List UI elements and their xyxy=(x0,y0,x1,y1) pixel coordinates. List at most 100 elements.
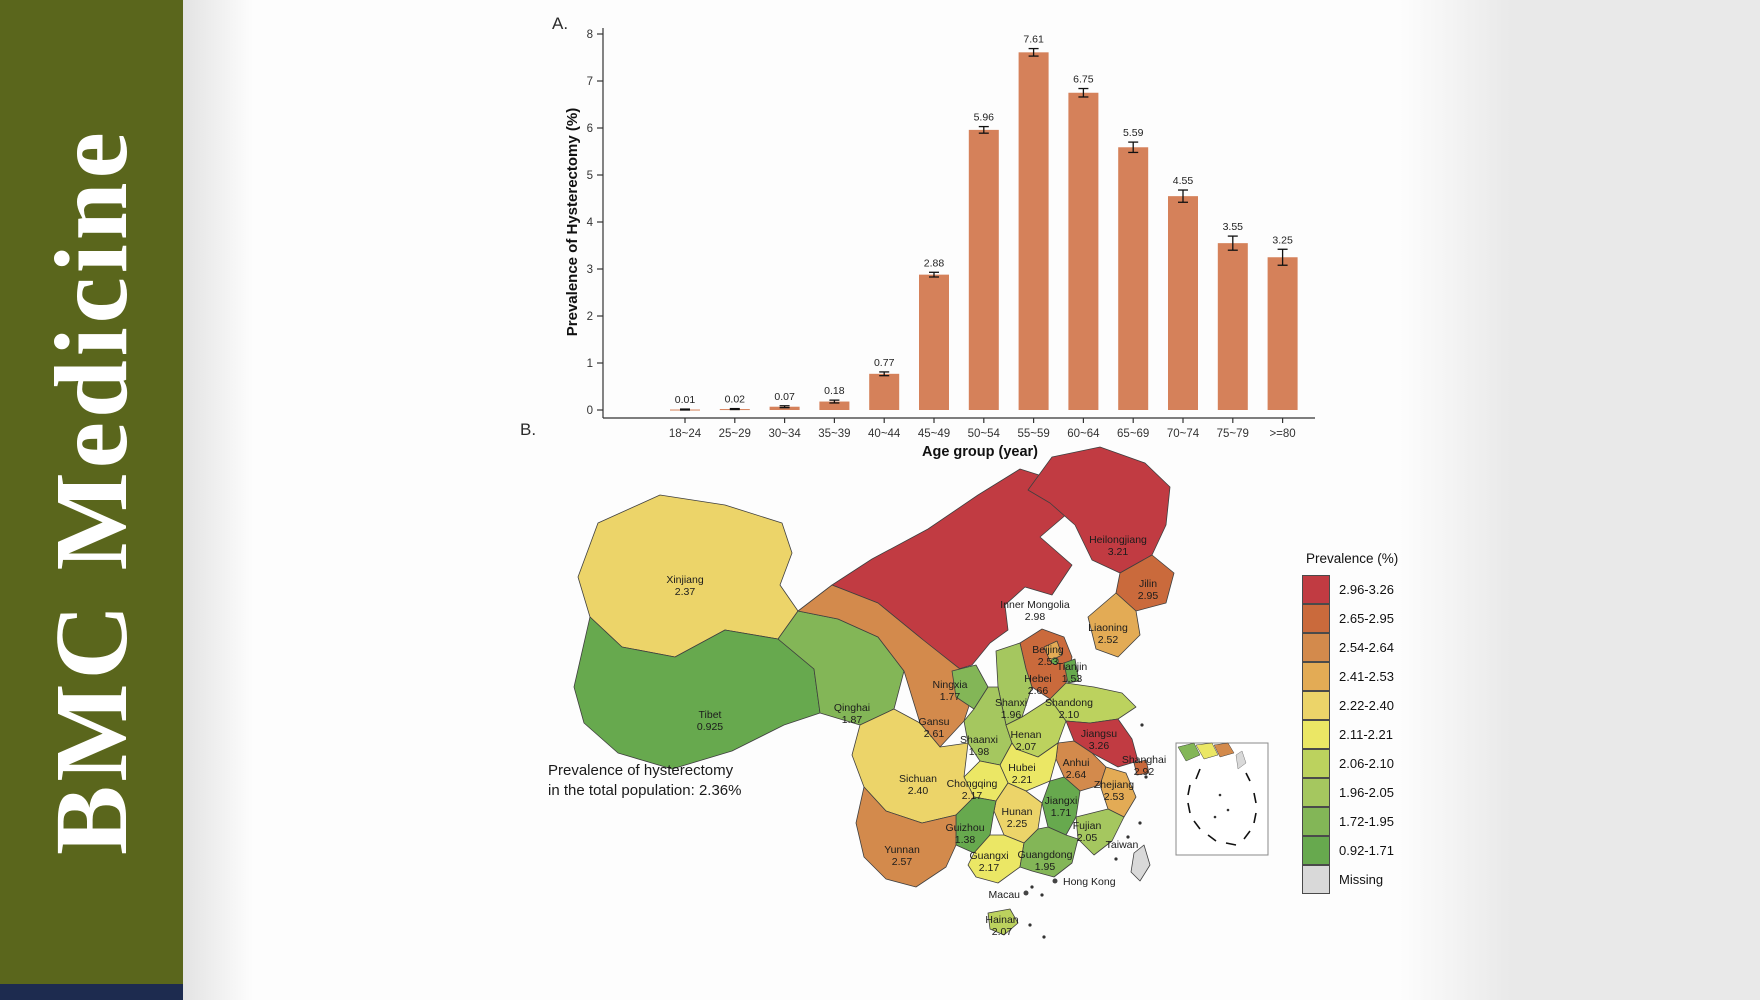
x-tick-label: 45~49 xyxy=(918,428,950,440)
label-yunnan: Yunnan xyxy=(884,844,920,856)
label-beijing: Beijing xyxy=(1032,644,1064,656)
legend-swatch xyxy=(1302,864,1330,894)
bar-70~74 xyxy=(1168,196,1198,410)
legend-swatch xyxy=(1302,603,1330,633)
map-legend: Prevalence (%) 2.96-3.26 2.65-2.95 2.54-2.… xyxy=(1302,551,1398,894)
x-tick-label: 30~34 xyxy=(768,428,801,440)
value-shaanxi: 1.98 xyxy=(969,746,990,758)
value-jilin: 2.95 xyxy=(1138,590,1159,602)
value-inner-mongolia: 2.98 xyxy=(1025,611,1046,623)
bar-value-label: 0.77 xyxy=(874,357,895,369)
island-dot xyxy=(1040,893,1044,897)
island-dot xyxy=(1042,935,1046,939)
island-dot xyxy=(1138,821,1142,825)
label-gansu: Gansu xyxy=(919,716,950,728)
legend-range-label: 2.96-3.26 xyxy=(1339,582,1394,597)
bar-value-label: 0.18 xyxy=(824,385,845,397)
y-tick-label: 1 xyxy=(587,358,593,370)
bar-value-label: 2.88 xyxy=(924,257,945,269)
province-shanghai xyxy=(1133,759,1150,776)
island-dot xyxy=(1144,775,1148,779)
value-liaoning: 2.52 xyxy=(1098,634,1119,646)
label-tianjin: Tianjin xyxy=(1057,661,1088,673)
label-shaanxi: Shaanxi xyxy=(960,734,998,746)
x-tick-label: 18~24 xyxy=(669,428,702,440)
legend-row-6: 2.06-2.10 xyxy=(1302,748,1398,778)
legend-swatch xyxy=(1302,777,1330,807)
bar-30~34 xyxy=(769,406,800,410)
legend-range-label: 1.96-2.05 xyxy=(1339,785,1394,800)
label-ningxia: Ningxia xyxy=(932,679,967,691)
value-zhejiang: 2.53 xyxy=(1104,791,1125,803)
legend-swatch xyxy=(1302,661,1330,691)
bar-60~64 xyxy=(1068,92,1099,410)
background-gradient-left xyxy=(183,0,253,1000)
bar-value-label: 7.61 xyxy=(1023,34,1044,46)
label-henan: Henan xyxy=(1011,729,1042,741)
label-hong-kong: Hong Kong xyxy=(1063,876,1116,888)
legend-range-label: 2.65-2.95 xyxy=(1339,611,1394,626)
marker-hong-kong xyxy=(1052,878,1058,884)
value-guangdong: 1.95 xyxy=(1035,861,1056,873)
province-heilongjiang xyxy=(1027,446,1171,574)
value-sichuan: 2.40 xyxy=(908,785,929,797)
value-guizhou: 1.38 xyxy=(955,834,976,846)
legend-range-label: 2.22-2.40 xyxy=(1339,698,1394,713)
marker-macau xyxy=(1023,890,1029,896)
label-tibet: Tibet xyxy=(699,709,722,721)
label-shanghai: Shanghai xyxy=(1122,754,1166,766)
value-jiangxi: 1.71 xyxy=(1051,807,1072,819)
legend-range-label: 2.41-2.53 xyxy=(1339,669,1394,684)
value-anhui: 2.64 xyxy=(1066,769,1087,781)
label-liaoning: Liaoning xyxy=(1088,622,1128,634)
value-hainan: 2.07 xyxy=(992,926,1013,938)
bar-45~49 xyxy=(919,274,949,410)
south-china-sea-inset xyxy=(1175,742,1269,856)
legend-range-label: 0.92-1.71 xyxy=(1339,843,1394,858)
value-ningxia: 1.77 xyxy=(940,691,961,703)
island-dot xyxy=(1030,885,1034,889)
value-jiangsu: 3.26 xyxy=(1089,740,1110,752)
x-tick-label: >=80 xyxy=(1269,428,1295,440)
sidebar-bottom-bar xyxy=(0,984,183,1000)
legend-range-label: 2.06-2.10 xyxy=(1339,756,1394,771)
panel-b-label: B. xyxy=(520,420,537,439)
legend-range-label: 1.72-1.95 xyxy=(1339,814,1394,829)
island-dot xyxy=(1114,857,1118,861)
label-sichuan: Sichuan xyxy=(899,773,937,785)
nine-dash-segment xyxy=(1193,820,1201,830)
y-tick-label: 7 xyxy=(587,76,593,88)
legend-swatch xyxy=(1302,748,1330,778)
map-note-line1: Prevalence of hysterectomy xyxy=(548,762,734,779)
nine-dash-segment xyxy=(1187,784,1191,796)
value-chongqing: 2.17 xyxy=(962,790,983,802)
bar-value-label: 3.25 xyxy=(1272,234,1293,246)
label-qinghai: Qinghai xyxy=(834,702,870,714)
beijing-enclave-dot xyxy=(1051,657,1059,665)
value-tibet: 0.925 xyxy=(697,721,723,733)
x-tick-label: 55~59 xyxy=(1017,428,1049,440)
label-heilongjiang: Heilongjiang xyxy=(1089,534,1147,546)
value-shandong: 2.10 xyxy=(1059,709,1080,721)
legend-row-3: 2.41-2.53 xyxy=(1302,661,1398,691)
bar-value-label: 0.02 xyxy=(725,394,746,406)
bar-value-label: 5.96 xyxy=(974,112,995,124)
bar-50~54 xyxy=(968,129,999,410)
label-zhejiang: Zhejiang xyxy=(1094,779,1134,791)
legend-row-0: 2.96-3.26 xyxy=(1302,574,1398,604)
label-hubei: Hubei xyxy=(1008,762,1035,774)
inset-island-dot xyxy=(1226,808,1230,812)
province-beijing xyxy=(1043,640,1063,662)
legend-row-9: 0.92-1.71 xyxy=(1302,835,1398,865)
x-tick-label: 35~39 xyxy=(818,428,850,440)
province-liaoning xyxy=(1087,592,1141,658)
value-gansu: 2.61 xyxy=(924,728,945,740)
inset-coast-orange xyxy=(1213,742,1235,758)
background-gradient-right xyxy=(1400,0,1760,1000)
label-jilin: Jilin xyxy=(1139,578,1157,590)
x-tick-label: 65~69 xyxy=(1117,428,1149,440)
legend-swatch xyxy=(1302,690,1330,720)
nine-dash-segment xyxy=(1253,812,1257,824)
